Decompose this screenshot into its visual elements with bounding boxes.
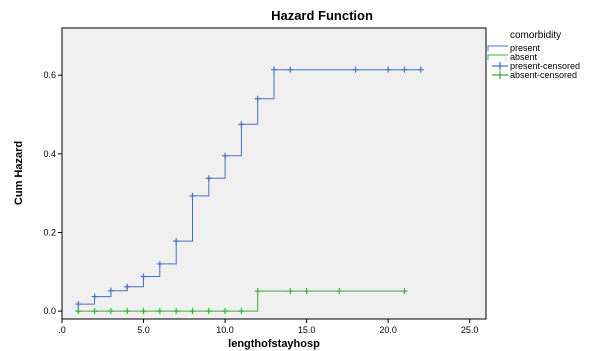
legend: comorbidity presentabsentpresent-censore… (487, 30, 580, 80)
legend-label-present-censored: present-censored (510, 61, 580, 71)
censor-marker-absent-censored (124, 308, 131, 315)
censor-marker-present-censored (205, 175, 212, 182)
y-axis: 0.0 0.2 0.4 0.6 (43, 70, 62, 316)
censor-marker-absent-censored (287, 288, 294, 295)
censor-marker-present-censored (189, 192, 196, 199)
y-tick-label: 0.6 (43, 70, 56, 80)
censor-marker-present-censored (124, 283, 131, 290)
legend-swatch-absent (487, 54, 508, 60)
censor-marker-absent-censored (205, 308, 212, 315)
censor-marker-present-censored (75, 301, 82, 308)
censor-marker-present-censored (385, 66, 392, 73)
y-tick-label: 0.2 (43, 227, 56, 237)
censor-marker-present-censored (107, 287, 114, 294)
censor-marker-present-censored (222, 152, 229, 159)
censor-marker-absent-censored (189, 308, 196, 315)
x-tick-label: 15.0 (298, 325, 316, 335)
censor-marker-absent-censored (222, 308, 229, 315)
censor-marker-present-censored (156, 260, 163, 267)
censor-marker-present-censored (173, 238, 180, 245)
x-tick-label: 25.0 (461, 325, 479, 335)
censor-marker-present-censored (287, 66, 294, 73)
x-tick-label: .0 (58, 325, 66, 335)
censor-marker-present-censored (417, 66, 424, 73)
censored-markers (75, 66, 424, 315)
censor-marker-present-censored (401, 66, 408, 73)
censor-marker-absent-censored (238, 308, 245, 315)
x-axis: .0 5.0 10.0 15.0 20.0 25.0 (58, 319, 478, 335)
censor-marker-absent-censored (401, 288, 408, 295)
x-tick-label: 10.0 (216, 325, 234, 335)
x-axis-title: lengthofstayhosp (228, 338, 320, 350)
legend-label-absent: absent (510, 52, 538, 62)
censor-marker-present-censored (140, 273, 147, 280)
legend-label-present: present (510, 43, 541, 53)
censor-marker-absent-censored (75, 308, 82, 315)
legend-swatch-present-censored (492, 62, 508, 70)
chart-title: Hazard Function (271, 8, 373, 23)
censor-marker-absent-censored (140, 308, 147, 315)
series-line-absent (78, 290, 405, 312)
censor-marker-absent-censored (91, 308, 98, 315)
x-tick-label: 5.0 (137, 325, 150, 335)
censor-marker-absent-censored (107, 308, 114, 315)
censor-marker-absent-censored (254, 288, 261, 295)
censor-marker-present-censored (254, 95, 261, 102)
censor-marker-present-censored (352, 66, 359, 73)
legend-label-absent-censored: absent-censored (510, 70, 577, 80)
censor-marker-present-censored (91, 293, 98, 300)
legend-swatch-present (487, 45, 508, 51)
y-tick-label: 0.4 (43, 149, 56, 159)
legend-title: comorbidity (510, 30, 561, 41)
legend-swatch-absent-censored (492, 71, 508, 79)
y-axis-title: Cum Hazard (13, 141, 25, 205)
y-tick-label: 0.0 (43, 306, 56, 316)
censor-marker-absent-censored (173, 308, 180, 315)
censor-marker-present-censored (238, 121, 245, 128)
censor-marker-absent-censored (336, 288, 343, 295)
censor-marker-absent-censored (303, 288, 310, 295)
x-tick-label: 20.0 (379, 325, 397, 335)
censor-marker-absent-censored (156, 308, 163, 315)
censor-marker-present-censored (271, 66, 277, 73)
